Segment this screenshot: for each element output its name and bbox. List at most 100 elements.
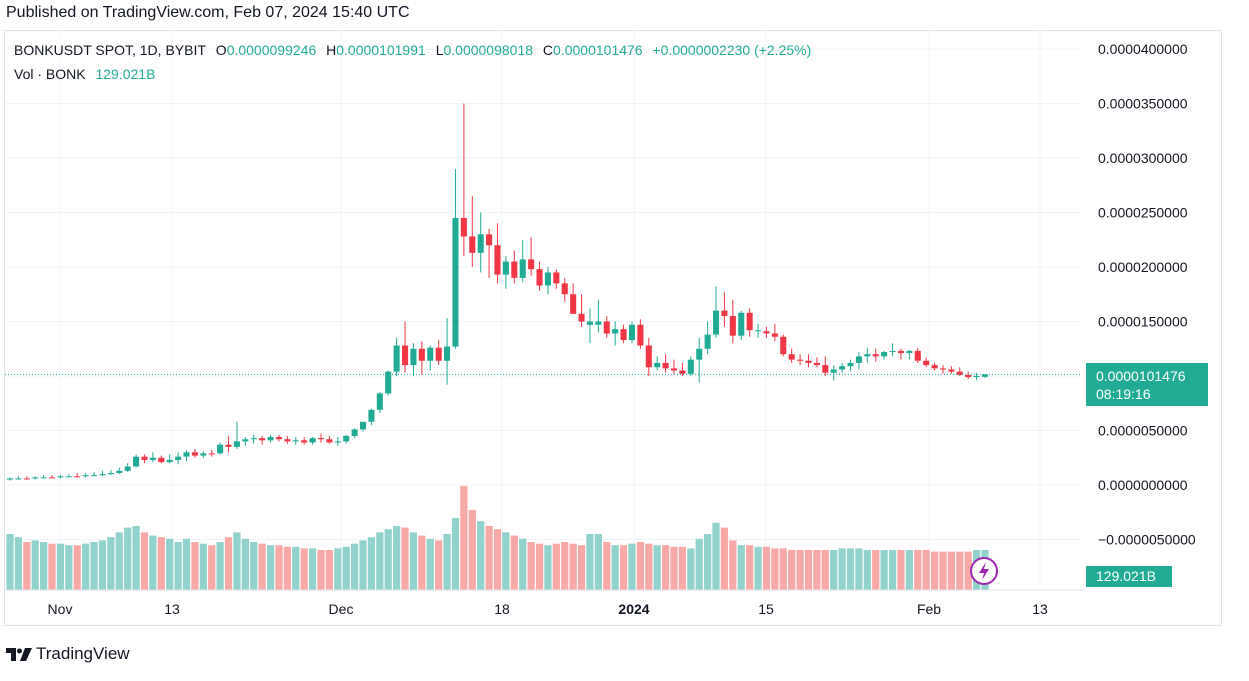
candle-body — [166, 459, 173, 463]
volume-bar — [350, 543, 359, 590]
volume-bar — [804, 550, 813, 590]
volume-bar — [325, 550, 334, 590]
candle-body — [755, 330, 762, 332]
volume-bar — [746, 545, 754, 590]
volume-bar — [39, 542, 48, 590]
candle-body — [444, 346, 451, 361]
volume-bar — [821, 550, 829, 590]
volume-bar — [426, 538, 434, 590]
volume-bar — [594, 534, 602, 590]
volume-bar — [661, 545, 670, 590]
volume-bar — [124, 527, 132, 590]
candle-body — [250, 438, 257, 440]
volume-bar — [922, 550, 930, 590]
volume-bar — [250, 542, 258, 590]
volume-bar — [48, 543, 56, 590]
price-candles — [6, 103, 989, 481]
volume-bar — [704, 534, 712, 590]
volume-bar — [241, 538, 249, 590]
volume-bar — [14, 537, 23, 590]
volume-legend: Vol · BONK 129.021B — [14, 66, 155, 82]
candle-body — [317, 438, 325, 440]
volume-bar — [653, 545, 661, 590]
volume-label[interactable]: Vol · BONK — [14, 66, 86, 82]
change-value: +0.0000002230 (+2.25%) — [652, 42, 812, 58]
volume-bar — [31, 540, 39, 590]
candle-body — [746, 312, 753, 331]
candle-body — [519, 259, 526, 278]
volume-bar — [367, 537, 376, 590]
candle-body — [191, 452, 198, 456]
volume-bar — [569, 543, 577, 590]
candle-body — [368, 409, 375, 422]
candle-body — [897, 350, 904, 354]
high-label: H — [326, 42, 337, 58]
candle-body — [494, 245, 501, 275]
volume-bar — [376, 532, 384, 590]
volume-bar — [90, 542, 98, 590]
candle-body — [452, 217, 459, 347]
candle-body — [393, 345, 400, 372]
candle-body — [586, 321, 593, 325]
lightning-icon[interactable] — [969, 556, 999, 586]
candle-body — [418, 348, 425, 361]
volume-bar — [342, 546, 350, 590]
chart-grid — [5, 31, 1080, 590]
candle-body — [301, 440, 308, 443]
volume-bar — [418, 535, 426, 590]
volume-bar — [451, 518, 460, 590]
candle-body — [839, 366, 846, 370]
volume-bar — [914, 550, 922, 590]
volume-bar — [636, 542, 645, 590]
volume-bar — [611, 545, 619, 590]
close-label: C — [542, 42, 554, 58]
volume-bar — [880, 550, 888, 590]
candle-body — [175, 456, 182, 460]
candle-body — [6, 478, 14, 480]
candle-body — [82, 475, 89, 477]
candle-body — [603, 321, 610, 334]
symbol-label[interactable]: BONKUSDT SPOT, 1D, BYBIT — [14, 42, 206, 58]
volume-bar — [140, 532, 149, 590]
volume-bar — [930, 551, 939, 590]
time-tick-label: Feb — [917, 601, 941, 617]
candle-body — [402, 345, 409, 366]
volume-bar — [855, 548, 863, 590]
volume-bar — [233, 532, 241, 590]
time-tick-label: Dec — [329, 601, 354, 617]
volume-bar — [561, 542, 569, 590]
tradingview-footer[interactable]: TradingView — [6, 644, 130, 664]
volume-bar — [947, 551, 956, 590]
candle-body — [460, 217, 467, 237]
candle-body — [32, 477, 39, 479]
candle-body — [410, 348, 417, 366]
candle-body — [200, 453, 207, 456]
volume-bar — [788, 550, 796, 590]
volume-bar — [6, 534, 14, 590]
candle-body — [620, 329, 627, 341]
volume-bar — [771, 548, 779, 590]
chart-frame[interactable] — [4, 30, 1222, 626]
candle-body — [65, 476, 72, 478]
volume-bar — [779, 548, 787, 590]
candle-body — [107, 473, 114, 475]
volume-bar — [56, 543, 65, 590]
volume-bar — [409, 532, 418, 590]
candle-body — [259, 438, 266, 441]
volume-bar — [292, 546, 300, 590]
volume-bar — [527, 542, 535, 590]
volume-bar — [359, 540, 367, 590]
published-caption: Published on TradingView.com, Feb 07, 20… — [6, 4, 410, 21]
volume-bar — [603, 542, 611, 590]
high-value: 0.0000101991 — [336, 42, 426, 58]
candle-body — [973, 376, 980, 378]
price-tick-label: 0.0000150000 — [1098, 314, 1188, 330]
volume-bar — [208, 545, 216, 590]
volume-bar — [544, 545, 552, 590]
volume-bar — [393, 526, 401, 590]
volume-bar — [712, 522, 720, 590]
time-tick-label: Nov — [48, 601, 73, 617]
volume-bar — [552, 543, 560, 590]
volume-bar — [485, 526, 493, 590]
